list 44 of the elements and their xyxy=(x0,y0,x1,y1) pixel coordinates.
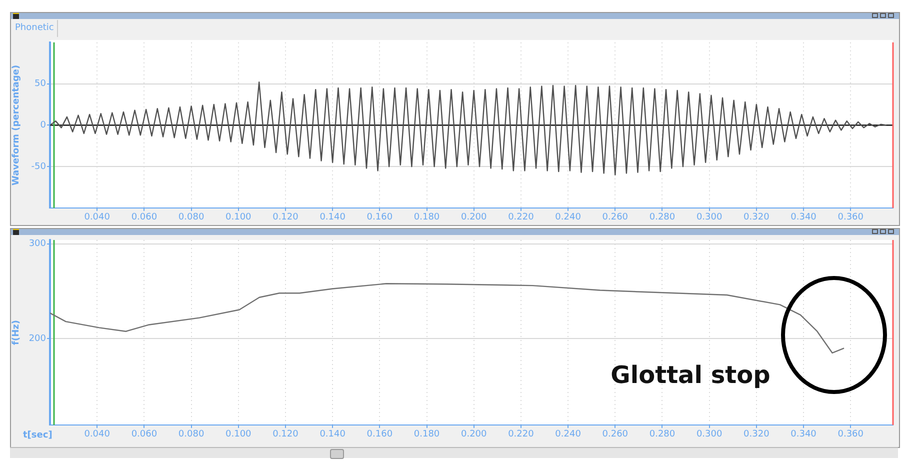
x-tick-label: 0.040 xyxy=(84,212,110,223)
x-tick-label: 0.200 xyxy=(460,430,488,440)
x-tick-label: 0.120 xyxy=(272,430,299,440)
x-tick-label: 0.060 xyxy=(131,212,158,223)
x-tick-label: 0.240 xyxy=(555,212,582,223)
x-tick-label: 0.160 xyxy=(366,430,393,440)
text: Phonetic xyxy=(12,20,58,37)
y-tick-label: 50 xyxy=(34,79,46,90)
x-tick-label: 0.200 xyxy=(460,212,488,223)
x-tick-label: 0.360 xyxy=(838,430,864,440)
x-tick-label: 0.180 xyxy=(414,430,440,440)
x-tick-label: 0.100 xyxy=(225,212,252,223)
x-tick-label: 0.060 xyxy=(131,430,158,440)
x-tick-label: 0.040 xyxy=(84,430,110,440)
x-tick-label: 0.340 xyxy=(790,430,817,440)
x-tick-label: 0.100 xyxy=(225,430,252,440)
y-axis-title: Waveform (percentage) xyxy=(12,64,22,186)
x-tick-label: 0.220 xyxy=(508,430,534,440)
x-tick-label: 0.360 xyxy=(838,212,864,223)
y-axis-title: f(Hz) xyxy=(12,320,22,345)
y-tick-label: -50 xyxy=(31,162,46,172)
x-tick-label: 0.180 xyxy=(414,212,440,223)
x-tick-label: 0.120 xyxy=(272,212,299,223)
x-tick-label: 0.340 xyxy=(790,212,817,223)
annotation: Glottal stop xyxy=(610,361,770,390)
x-tick-label: 0.280 xyxy=(649,212,676,223)
x-tick-label: 0.240 xyxy=(555,430,582,440)
x-tick-label: 0.320 xyxy=(744,430,770,440)
x-tick-label: 0.160 xyxy=(366,212,393,223)
x-tick-label: 0.080 xyxy=(178,430,204,440)
x-tick-label: 0.280 xyxy=(649,430,676,440)
x-tick-label: 0.260 xyxy=(602,212,628,223)
x-tick-label: 0.140 xyxy=(320,430,346,440)
x-tick-label: 0.300 xyxy=(696,212,722,223)
x-axis-title: t[sec] xyxy=(23,430,52,440)
x-tick-label: 0.140 xyxy=(320,212,346,223)
y-tick-label: 200 xyxy=(28,334,46,344)
x-tick-label: 0.260 xyxy=(602,430,628,440)
y-tick-label: 0 xyxy=(40,120,46,131)
x-tick-label: 0.320 xyxy=(744,212,770,223)
x-tick-label: 0.300 xyxy=(696,430,722,440)
x-tick-label: 0.220 xyxy=(508,212,534,223)
y-tick-label: 300 xyxy=(28,239,46,250)
x-tick-label: 0.080 xyxy=(178,212,204,223)
